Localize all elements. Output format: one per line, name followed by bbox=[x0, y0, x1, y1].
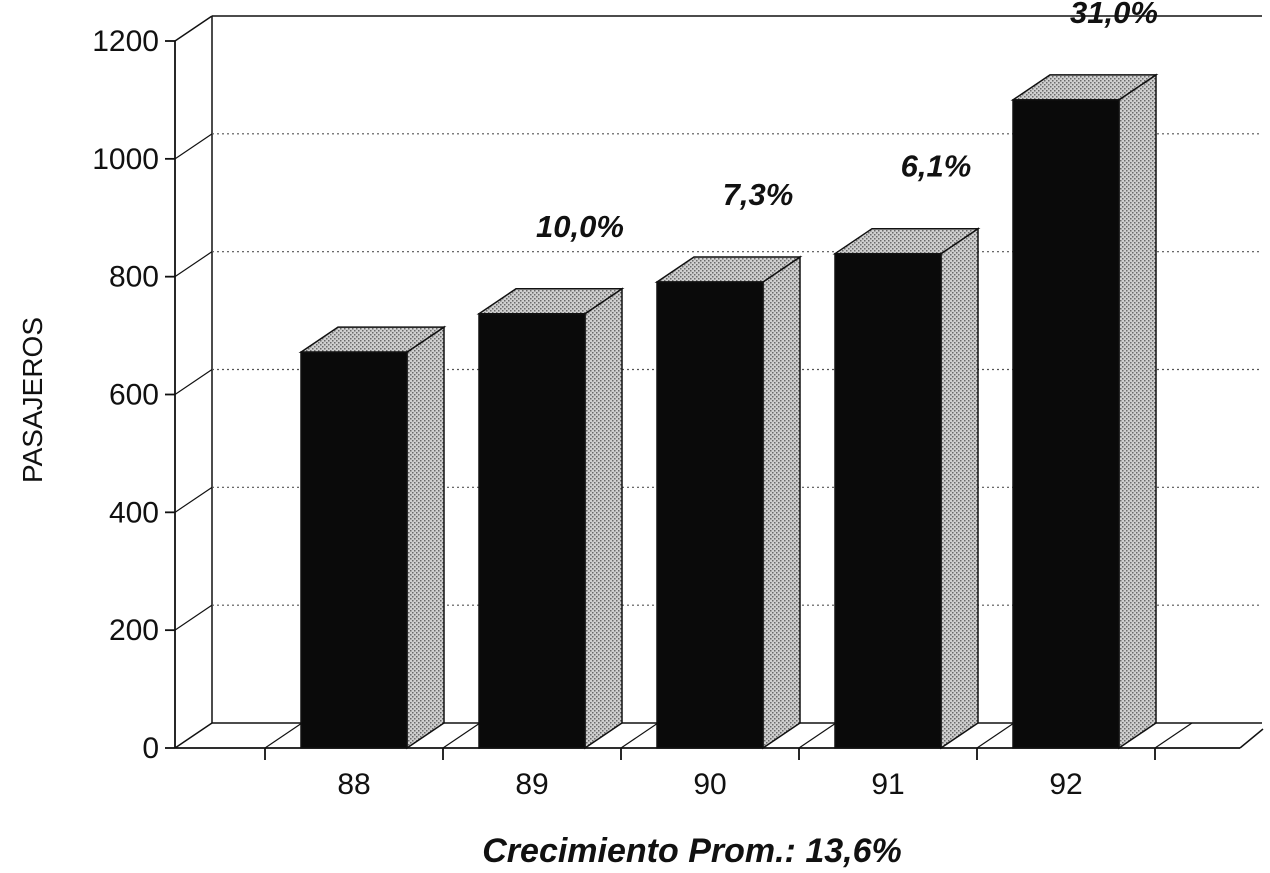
bar bbox=[478, 313, 586, 749]
bar-side bbox=[940, 227, 979, 750]
bar-group bbox=[654, 255, 803, 750]
bar-side bbox=[762, 255, 801, 750]
bar-group bbox=[832, 227, 981, 750]
floor-divider bbox=[264, 722, 303, 749]
side-wall-bottom-edge bbox=[174, 722, 213, 749]
x-tick-label: 90 bbox=[693, 768, 726, 801]
growth-label: 7,3% bbox=[723, 177, 794, 212]
bar-group bbox=[1010, 73, 1159, 750]
gridline-side bbox=[174, 133, 213, 160]
bar bbox=[656, 281, 764, 749]
gridline-side bbox=[174, 251, 213, 278]
bar bbox=[300, 351, 408, 749]
growth-label: 6,1% bbox=[901, 149, 972, 184]
x-tick-label: 92 bbox=[1049, 768, 1082, 801]
bar-group bbox=[476, 287, 625, 750]
bar bbox=[834, 252, 942, 749]
x-tick-label: 91 bbox=[871, 768, 904, 801]
bar-side bbox=[584, 287, 623, 750]
y-tick-label: 1200 bbox=[92, 25, 159, 58]
floor-divider bbox=[620, 722, 659, 749]
growth-label: 10,0% bbox=[536, 209, 624, 244]
gridline-side bbox=[174, 486, 213, 513]
growth-label: 31,0% bbox=[1070, 0, 1158, 30]
floor-right-edge bbox=[1239, 728, 1264, 749]
floor-divider bbox=[442, 722, 481, 749]
gridline-side bbox=[174, 369, 213, 395]
bar bbox=[1012, 99, 1120, 749]
x-tick-label: 88 bbox=[337, 768, 370, 801]
bars bbox=[298, 73, 1159, 750]
floor-divider bbox=[976, 722, 1015, 749]
floor-divider bbox=[798, 722, 837, 749]
y-tick-label: 0 bbox=[142, 732, 159, 765]
y-axis: 0 200 400 600 800 1000 1200 bbox=[92, 25, 176, 765]
average-growth-label: Crecimiento Prom.: 13,6% bbox=[482, 832, 901, 870]
growth-labels: 10,0% 7,3% 6,1% 31,0% bbox=[536, 0, 1158, 244]
side-wall-top-edge bbox=[174, 15, 213, 42]
bar-side bbox=[406, 325, 445, 750]
y-tick-label: 800 bbox=[109, 261, 159, 294]
y-tick-label: 1000 bbox=[92, 143, 159, 176]
bar-side bbox=[1118, 73, 1157, 750]
floor-divider bbox=[1154, 722, 1193, 749]
bar-group bbox=[298, 325, 447, 750]
y-axis-title: PASAJEROS bbox=[17, 317, 48, 483]
gridline-side bbox=[174, 604, 213, 631]
y-tick-label: 600 bbox=[109, 379, 159, 412]
y-tick-label: 200 bbox=[109, 614, 159, 647]
x-tick-label: 89 bbox=[515, 768, 548, 801]
y-tick-label: 400 bbox=[109, 496, 159, 529]
